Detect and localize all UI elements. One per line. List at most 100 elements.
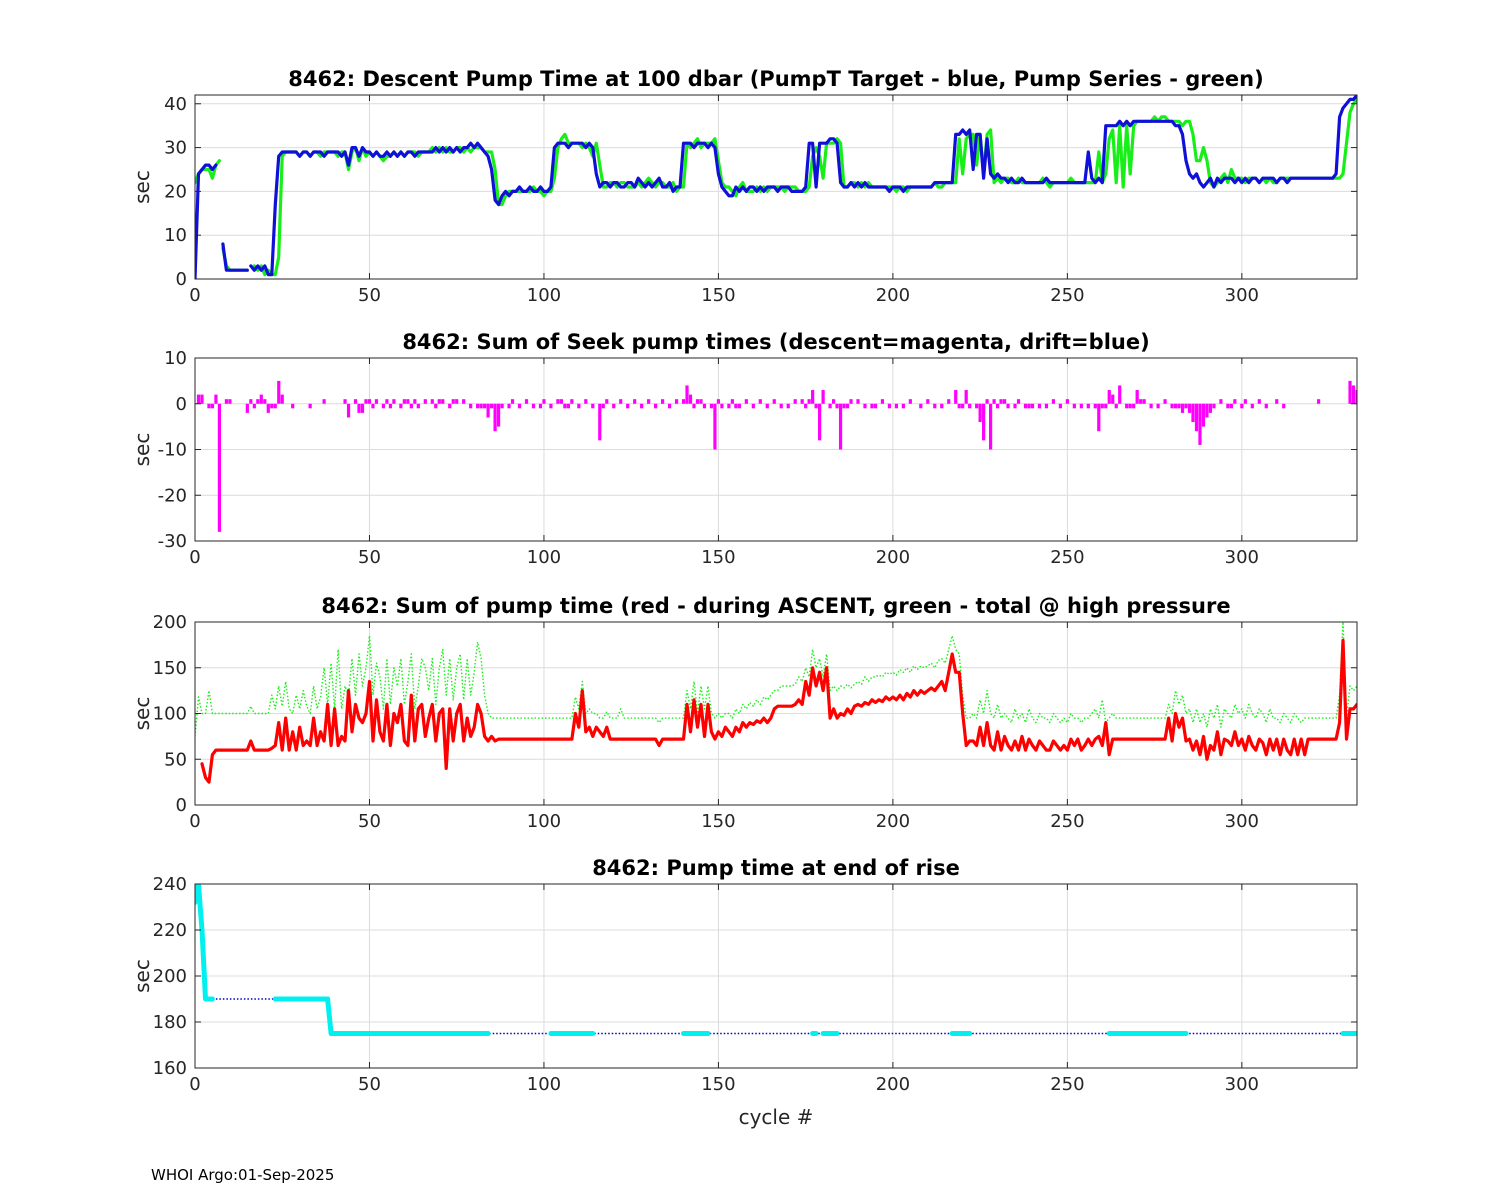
bar (1058, 403, 1062, 409)
plot-marks (196, 380, 1357, 532)
bar (1051, 399, 1056, 404)
bar (245, 403, 249, 413)
bar (598, 403, 602, 441)
chart-4: 0 50 100 150 200 250 300 160 180 200 220 240 8462: P… (130, 856, 1358, 1129)
bar (964, 390, 968, 404)
bar (633, 399, 637, 404)
x-axis-label: cycle # (739, 1105, 814, 1129)
y-tick-label: 10 (164, 225, 187, 246)
bar (256, 399, 260, 404)
y-tick-label: 10 (164, 348, 187, 369)
series-line (212, 998, 1357, 1035)
bar (308, 403, 312, 409)
y-tick-label: 30 (164, 138, 187, 159)
bar (765, 403, 769, 409)
bar (751, 403, 755, 409)
bar (252, 403, 256, 409)
bar (699, 399, 703, 404)
x-tick-label: 150 (701, 285, 735, 306)
bar (849, 399, 853, 404)
bar (1187, 403, 1192, 413)
bar (1100, 403, 1104, 409)
bar (968, 403, 972, 409)
y-tick-label: 200 (153, 966, 187, 987)
bar (831, 399, 836, 404)
bar (626, 403, 630, 409)
bar (486, 403, 490, 418)
bar (1142, 399, 1146, 404)
bar (270, 403, 274, 409)
bar (346, 403, 351, 418)
bar (1264, 403, 1268, 409)
x-tick-label: 100 (527, 285, 561, 306)
bar (1205, 403, 1209, 418)
x-tick-label: 300 (1225, 285, 1259, 306)
bar (542, 399, 546, 404)
bar (259, 394, 263, 404)
chart-3: 0 50 100 150 200 250 300 0 50 100 150 200 8462: Sum … (130, 594, 1358, 832)
x-tick-label: 100 (527, 1074, 561, 1095)
bar (814, 403, 818, 409)
bar (975, 403, 979, 409)
bar (399, 403, 403, 409)
bar (207, 403, 211, 409)
bar (1104, 403, 1108, 409)
series-line (200, 638, 1357, 784)
bar (880, 399, 885, 404)
bar (1023, 403, 1028, 409)
bar (1317, 399, 1321, 404)
bar (1229, 403, 1233, 409)
bar (838, 403, 843, 450)
footer-text: WHOI Argo:01-Sep-2025 (151, 1166, 335, 1184)
x-tick-label: 300 (1225, 547, 1259, 568)
x-tick-label: 150 (701, 547, 735, 568)
x-tick-label: 100 (527, 547, 561, 568)
bar (277, 380, 281, 404)
bar (1139, 399, 1143, 404)
y-axis-label: sec (130, 959, 154, 993)
bar (531, 403, 536, 409)
bar (1198, 403, 1202, 445)
x-tick-label: 300 (1225, 1074, 1259, 1095)
chart-title: 8462: Pump time at end of rise (592, 856, 960, 880)
y-tick-label: 180 (153, 1012, 187, 1033)
bar (228, 399, 232, 404)
x-tick-label: 300 (1225, 811, 1259, 832)
bar (1348, 380, 1352, 404)
x-tick-label: 200 (876, 285, 910, 306)
bar (842, 403, 846, 409)
bar (1191, 403, 1195, 423)
y-tick-label: 220 (153, 920, 187, 941)
bar (1079, 403, 1083, 409)
bar (1027, 403, 1031, 409)
bar (584, 399, 588, 404)
bar (441, 399, 445, 404)
bar (1002, 399, 1007, 404)
bar (992, 399, 996, 404)
bar (1177, 403, 1181, 409)
bar (1219, 399, 1223, 404)
bar (507, 403, 511, 409)
bar (828, 403, 832, 409)
bar (1149, 403, 1153, 409)
x-tick-label: 250 (1050, 547, 1084, 568)
bar (1275, 399, 1279, 404)
bar (772, 399, 776, 404)
bar (1243, 399, 1247, 404)
bar (360, 403, 365, 413)
bar (1065, 399, 1069, 404)
x-tick-label: 200 (876, 547, 910, 568)
bar (758, 399, 762, 404)
bar (1226, 403, 1230, 409)
bar (1072, 403, 1076, 409)
bar (476, 403, 480, 409)
y-tick-label: 150 (153, 658, 187, 679)
bar (1355, 390, 1357, 404)
bar (667, 403, 672, 409)
bar (200, 394, 204, 404)
bar (901, 403, 905, 409)
bar (291, 403, 295, 409)
bar (720, 403, 724, 409)
